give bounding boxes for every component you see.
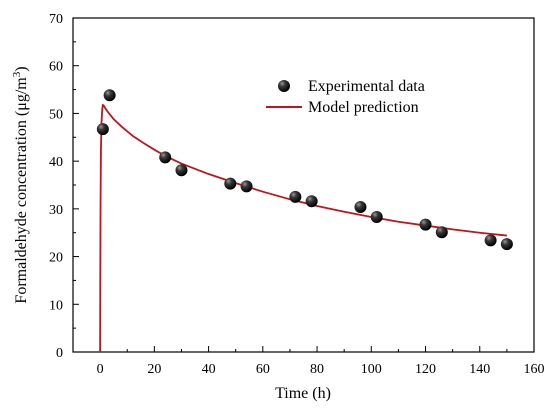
- x-tick-label: 100: [361, 362, 382, 377]
- data-point: [484, 234, 497, 247]
- y-tick-label: 0: [56, 346, 63, 361]
- x-tick-label: 20: [147, 362, 161, 377]
- data-point: [159, 151, 172, 164]
- x-tick-label: 40: [202, 362, 216, 377]
- data-point: [354, 200, 367, 213]
- y-axis-ticks: 0 10 20 30 40 50 60 70: [49, 12, 79, 361]
- y-axis-title-close: ): [13, 66, 30, 71]
- y-tick-label: 60: [49, 60, 63, 75]
- x-tick-label: 80: [310, 362, 324, 377]
- y-tick-label: 20: [49, 251, 63, 266]
- x-tick-label: 0: [97, 362, 104, 377]
- x-axis-ticks: 0 20 40 60 80 100 120 140 160: [72, 346, 545, 377]
- y-tick-label: 30: [49, 203, 63, 218]
- data-point: [435, 226, 448, 239]
- y-axis-title-main: Formaldehyde concentration (: [13, 111, 30, 304]
- x-tick-label: 60: [256, 362, 270, 377]
- data-point: [305, 195, 318, 208]
- data-point: [370, 210, 383, 223]
- x-axis-title: Time (h): [275, 385, 331, 402]
- data-point: [96, 123, 109, 136]
- y-tick-label: 70: [49, 12, 63, 27]
- data-point: [103, 89, 116, 102]
- legend-marker-experimental: [278, 80, 290, 92]
- data-point: [224, 177, 237, 190]
- x-tick-label: 120: [415, 362, 436, 377]
- data-point: [289, 190, 302, 203]
- x-tick-label: 140: [469, 362, 490, 377]
- y-axis-title-unit: μg/m: [13, 77, 30, 111]
- legend: Experimental data Model prediction: [266, 78, 425, 116]
- legend-label-model: Model prediction: [308, 99, 419, 116]
- data-point: [500, 238, 513, 251]
- data-point: [419, 218, 432, 231]
- y-tick-label: 40: [49, 155, 63, 170]
- x-tick-label: 160: [524, 362, 545, 377]
- data-point: [175, 164, 188, 177]
- y-tick-label: 50: [49, 107, 63, 122]
- legend-label-experimental: Experimental data: [308, 78, 425, 95]
- y-axis-title-unit-sup: 3: [11, 71, 23, 77]
- experimental-series: [96, 89, 513, 251]
- data-point: [240, 180, 253, 193]
- y-axis-title: Formaldehyde concentration (μg/m3): [11, 66, 30, 303]
- plot-frame: [72, 17, 535, 353]
- y-tick-label: 10: [49, 298, 63, 313]
